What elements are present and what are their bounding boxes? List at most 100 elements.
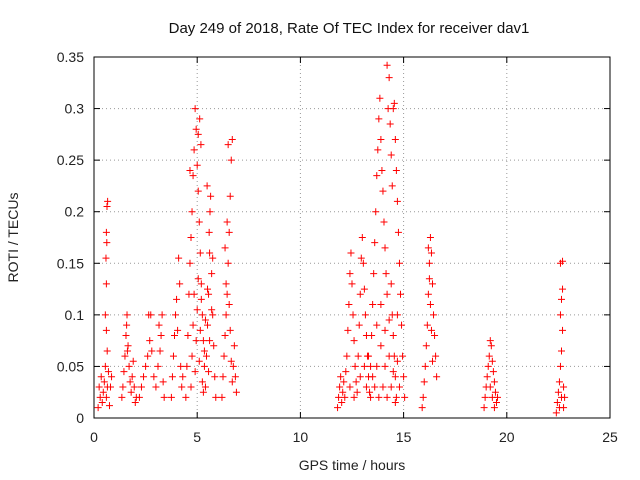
data-point [385, 74, 393, 82]
data-point [201, 383, 209, 391]
data-point [173, 295, 181, 303]
data-point [195, 218, 203, 226]
data-point [395, 259, 403, 267]
y-tick-label: 0 [76, 410, 84, 426]
data-point [365, 352, 373, 360]
data-point [383, 61, 391, 69]
data-point [224, 259, 232, 267]
data-point [232, 388, 240, 396]
data-point [379, 187, 387, 195]
data-point [196, 115, 204, 123]
data-point [559, 326, 567, 334]
data-point [379, 383, 387, 391]
data-point [389, 331, 397, 339]
data-point [399, 352, 407, 360]
data-point [385, 352, 393, 360]
data-point [210, 342, 218, 350]
data-point [182, 393, 190, 401]
data-point [356, 290, 364, 298]
data-point [195, 357, 203, 365]
data-point [372, 208, 380, 216]
data-point [152, 383, 160, 391]
data-point [401, 393, 409, 401]
data-point [118, 393, 126, 401]
data-point [228, 378, 236, 386]
data-point [355, 321, 363, 329]
data-point [367, 362, 375, 370]
data-point [377, 301, 385, 309]
data-point [96, 393, 104, 401]
points-layer [94, 61, 569, 417]
y-tick-label: 0.15 [57, 255, 84, 271]
data-point [350, 337, 358, 345]
data-point [371, 239, 379, 247]
data-point [392, 166, 400, 174]
data-point [157, 331, 165, 339]
data-point [424, 244, 432, 252]
data-point [480, 404, 488, 412]
data-point [198, 378, 206, 386]
data-point [350, 393, 358, 401]
ticks-layer: 0 5 10 15 20 25 0 0.05 0.1 0.15 0.2 0.25 0.3 0.35 [57, 49, 618, 445]
data-point [197, 141, 205, 149]
data-point [382, 270, 390, 278]
data-point [348, 280, 356, 288]
data-point [102, 228, 110, 236]
data-point [400, 373, 408, 381]
y-tick-label: 0.3 [65, 101, 85, 117]
x-tick-label: 10 [293, 429, 309, 445]
data-point [201, 316, 209, 324]
data-point [124, 342, 132, 350]
data-point [432, 352, 440, 360]
data-point [196, 249, 204, 257]
data-point [487, 342, 495, 350]
data-point [104, 197, 112, 205]
data-point [553, 399, 561, 407]
data-point [202, 352, 210, 360]
data-point [130, 383, 138, 391]
data-point [557, 347, 565, 355]
x-tick-label: 5 [193, 429, 201, 445]
data-point [200, 362, 208, 370]
data-point [205, 368, 213, 376]
data-point [556, 362, 564, 370]
data-point [197, 295, 205, 303]
data-point [485, 352, 493, 360]
data-point [345, 301, 353, 309]
data-point [343, 352, 351, 360]
data-point [226, 192, 234, 200]
data-point [178, 383, 186, 391]
data-point [346, 383, 354, 391]
data-point [209, 311, 217, 319]
data-point [360, 285, 368, 293]
data-point [341, 393, 349, 401]
data-point [381, 326, 389, 334]
data-point [490, 404, 498, 412]
data-point [190, 290, 198, 298]
data-point [142, 362, 150, 370]
data-point [392, 393, 400, 401]
data-point [188, 352, 196, 360]
data-point [377, 136, 385, 144]
data-point [368, 331, 376, 339]
data-point [208, 270, 216, 278]
data-point [176, 280, 184, 288]
data-point [369, 373, 377, 381]
data-point [227, 357, 235, 365]
data-point [159, 378, 167, 386]
data-point [376, 94, 384, 102]
data-point [428, 357, 436, 365]
data-point [426, 234, 434, 241]
data-point [105, 402, 113, 410]
data-point [197, 280, 205, 288]
data-point [102, 254, 110, 262]
data-point [207, 192, 215, 200]
data-point [102, 393, 110, 401]
data-point [203, 182, 211, 190]
data-point [122, 331, 130, 339]
data-point [223, 290, 231, 298]
data-point [378, 166, 386, 174]
x-axis-label: GPS time / hours [299, 457, 406, 473]
data-point [398, 321, 406, 329]
data-point [554, 388, 562, 396]
